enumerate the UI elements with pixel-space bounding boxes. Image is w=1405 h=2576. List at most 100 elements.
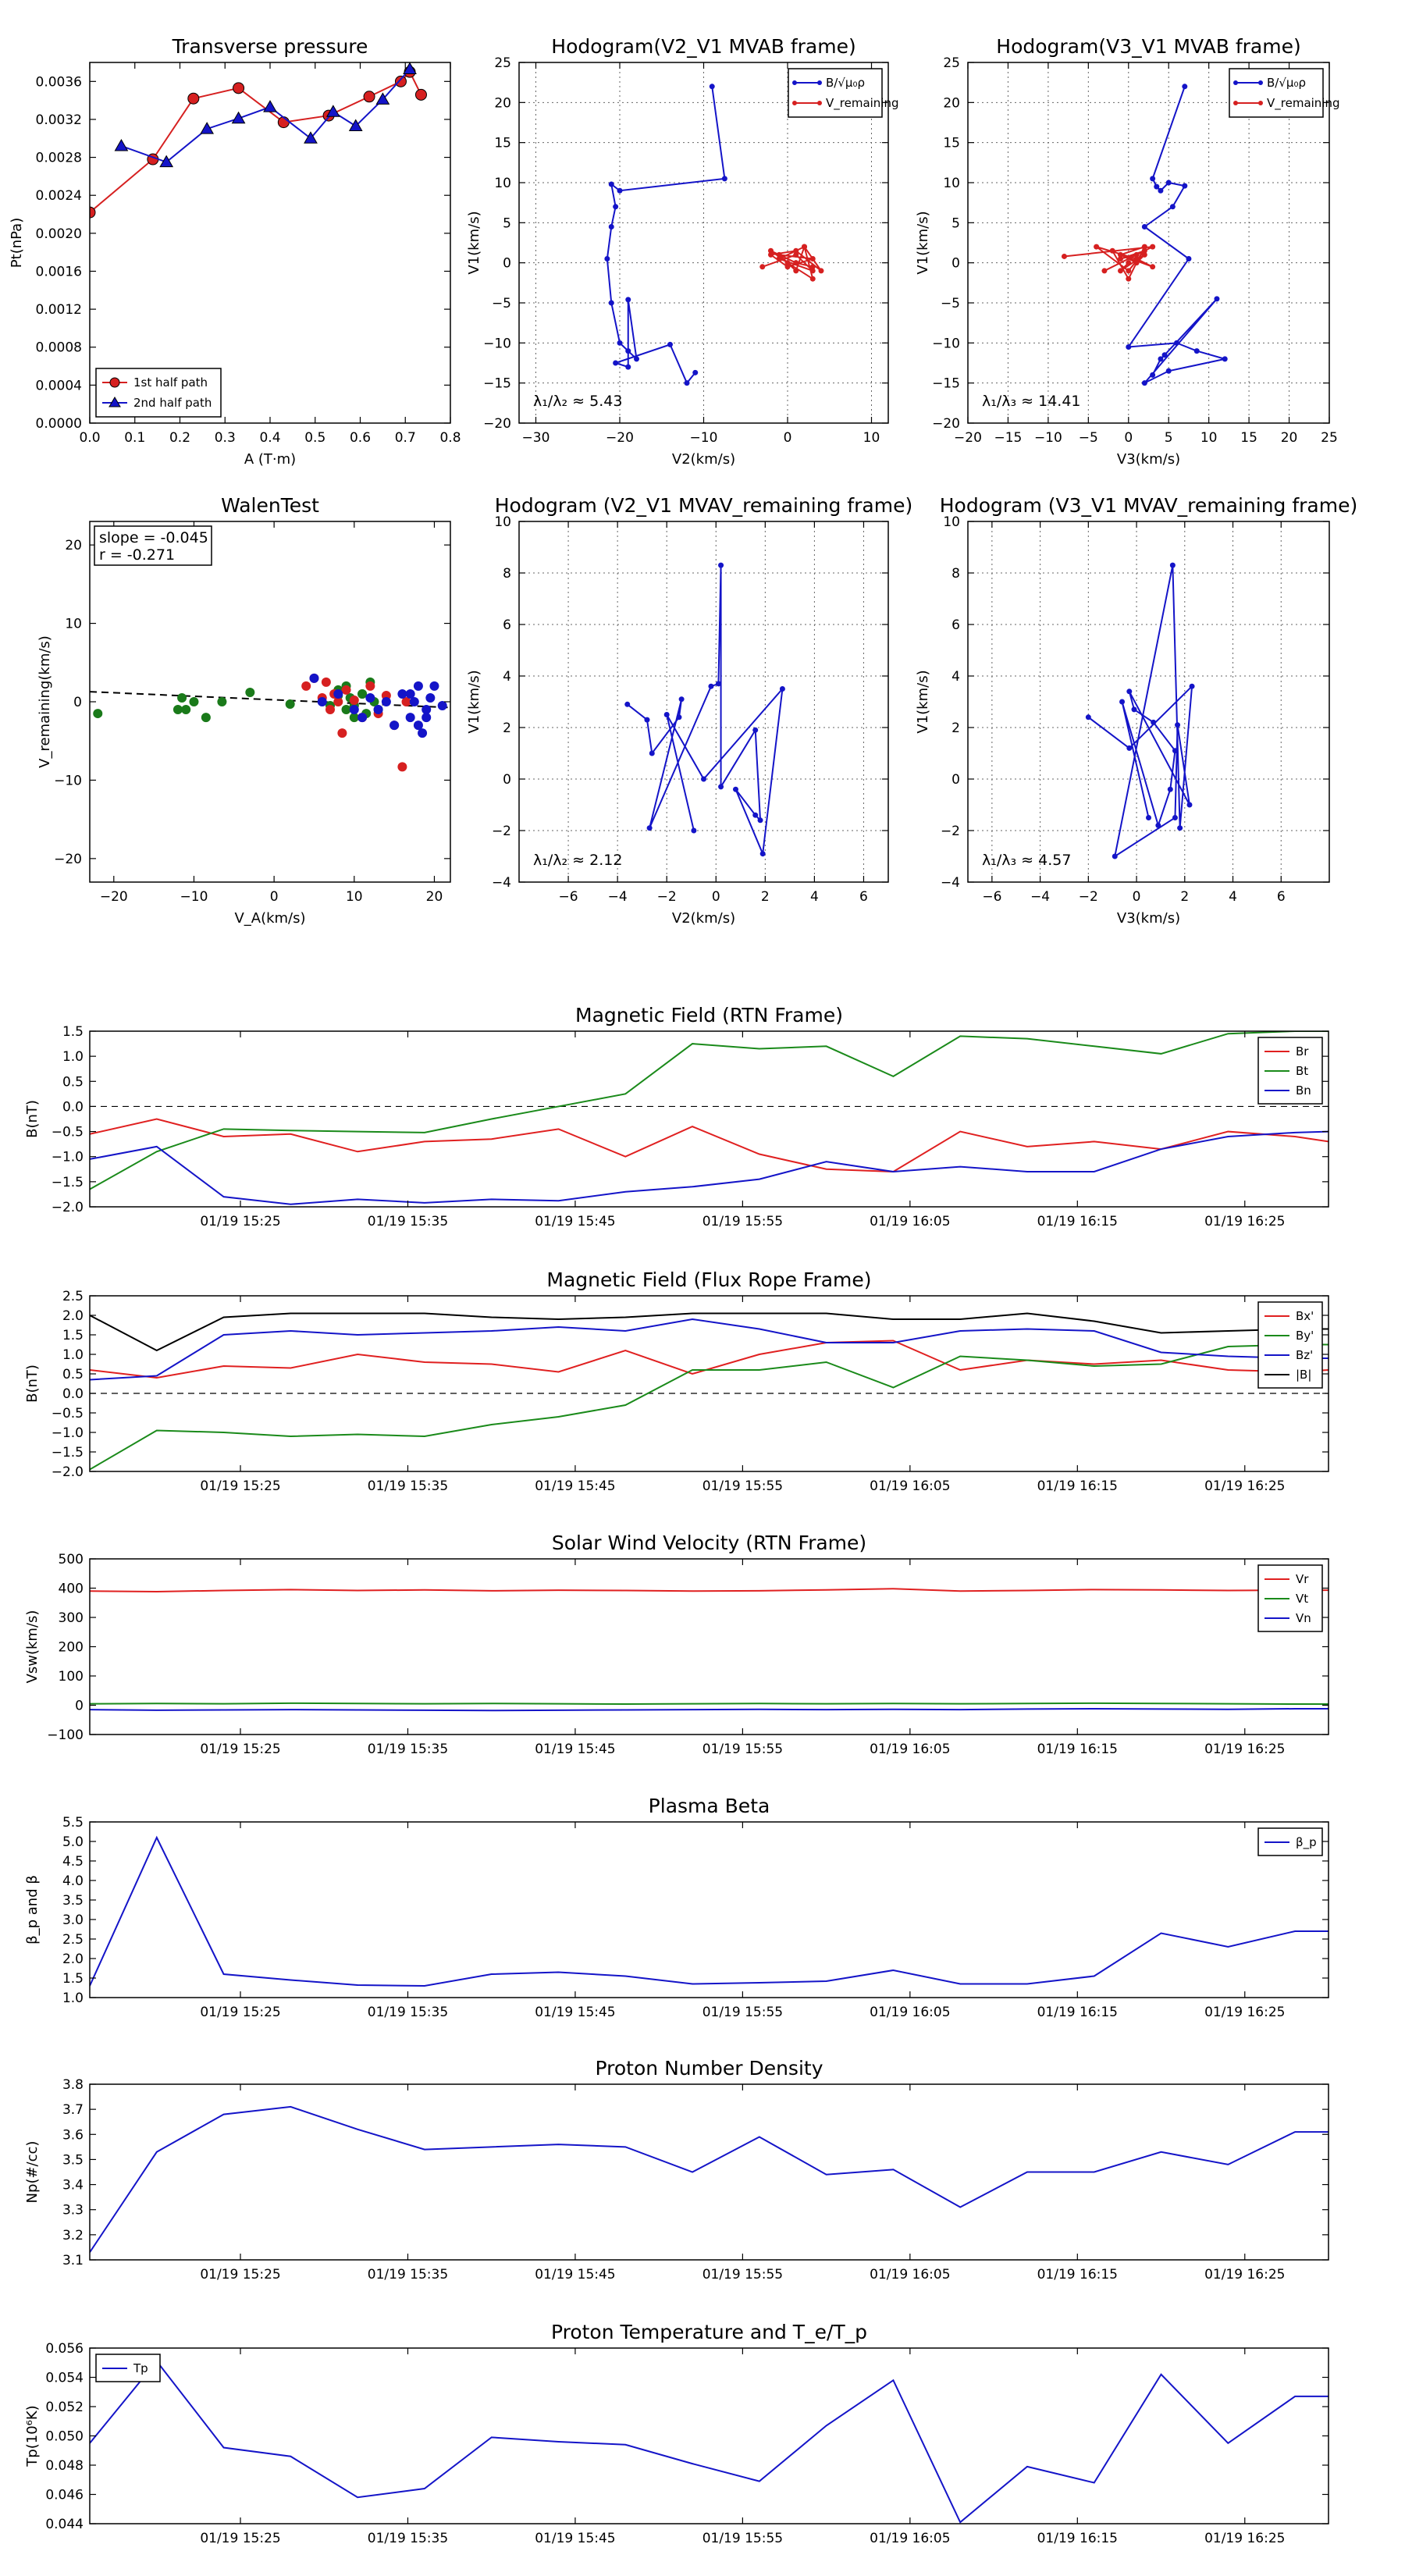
data-point xyxy=(715,681,721,687)
data-point xyxy=(784,264,791,270)
data-point xyxy=(1117,256,1123,262)
axes-frame xyxy=(89,2083,1329,2261)
series-line-Vt xyxy=(90,1702,1329,1706)
data-point xyxy=(793,260,799,266)
y-tick-label: 0 xyxy=(75,1699,84,1714)
x-tick-label: 25 xyxy=(1321,430,1338,446)
chart-title: Hodogram (V3_V1 MVAV_remaining frame) xyxy=(940,494,1358,517)
data-point xyxy=(732,786,738,792)
data-point xyxy=(1061,253,1067,259)
x-tick-label: −30 xyxy=(522,430,550,446)
chart-title: Proton Number Density xyxy=(596,2057,823,2080)
data-point xyxy=(401,697,411,706)
x-tick-label: 01/19 15:45 xyxy=(535,2005,615,2020)
legend-label: Bn xyxy=(1296,1083,1311,1098)
y-tick-label: 15 xyxy=(494,136,511,151)
data-point xyxy=(1119,699,1126,705)
stats-text: r = -0.271 xyxy=(99,546,175,564)
y-tick-label: 0.044 xyxy=(45,2517,84,2532)
data-point xyxy=(776,256,782,262)
y-tick-label: 0.0032 xyxy=(36,112,82,128)
chart-title: WalenTest xyxy=(221,494,319,517)
data-point xyxy=(752,727,759,733)
x-tick-label: 0 xyxy=(784,430,792,446)
data-point xyxy=(333,697,343,706)
y-tick-label: 3.8 xyxy=(62,2077,84,2093)
data-point xyxy=(1101,268,1108,274)
data-point xyxy=(1174,340,1180,346)
data-point xyxy=(349,695,359,705)
data-point xyxy=(1172,815,1178,820)
data-point xyxy=(1112,853,1118,859)
legend-label: Vn xyxy=(1296,1611,1311,1625)
x-tick-label: 0.6 xyxy=(350,430,371,446)
x-tick-label: 10 xyxy=(1200,430,1218,446)
data-point xyxy=(1094,244,1100,250)
data-point xyxy=(678,696,685,703)
x-tick-label: 01/19 16:05 xyxy=(870,2005,950,2020)
data-point xyxy=(1126,276,1132,282)
data-point xyxy=(181,705,191,715)
data-point xyxy=(357,688,368,699)
x-tick-label: 01/19 15:35 xyxy=(368,2005,448,2020)
chart-title: Hodogram(V2_V1 MVAB frame) xyxy=(551,35,855,58)
x-tick-label: −5 xyxy=(1079,430,1098,446)
x-tick-label: 01/19 16:25 xyxy=(1204,1742,1285,1757)
x-tick-label: 01/19 16:15 xyxy=(1037,2005,1118,2020)
data-point xyxy=(1193,348,1200,354)
y-tick-label: −1.0 xyxy=(52,1425,84,1441)
data-point xyxy=(437,701,447,711)
panel-tp: 01/19 15:25 01/19 15:35 01/19 15:45 01/19 1… xyxy=(24,2321,1329,2546)
series-line-0 xyxy=(90,2105,1329,2253)
y-tick-label: 0.0024 xyxy=(36,188,82,204)
data-point xyxy=(173,705,183,715)
legend-marker xyxy=(792,101,797,105)
y-tick-label: 1.5 xyxy=(62,1024,84,1040)
series-0 xyxy=(624,562,785,857)
series-line xyxy=(90,70,422,213)
legend-label: V_remaining xyxy=(1267,96,1340,111)
x-tick-label: 01/19 16:25 xyxy=(1204,2005,1285,2020)
data-point xyxy=(1126,745,1133,751)
axes-frame xyxy=(89,1295,1329,1472)
series-line xyxy=(762,244,822,281)
legend-marker xyxy=(792,80,797,85)
y-tick-label: 25 xyxy=(943,55,960,71)
legend-label: β_p xyxy=(1296,1835,1317,1850)
data-point xyxy=(625,297,631,303)
legend: Tp xyxy=(95,2354,161,2382)
data-point xyxy=(1172,748,1178,754)
y-axis-label: V1(km/s) xyxy=(915,211,931,274)
data-point xyxy=(1155,822,1161,828)
legend-marker xyxy=(817,101,822,105)
y-tick-label: 10 xyxy=(65,617,82,632)
x-tick-label: 01/19 16:05 xyxy=(870,2267,950,2282)
data-point xyxy=(718,562,724,568)
legend-marker xyxy=(108,397,121,407)
data-point xyxy=(1133,256,1140,262)
data-point xyxy=(1169,562,1176,568)
data-point xyxy=(1158,187,1164,194)
legend-box xyxy=(95,2354,161,2382)
x-axis-label: V3(km/s) xyxy=(1117,451,1180,468)
y-tick-label: −1.5 xyxy=(52,1175,84,1190)
x-tick-label: 0 xyxy=(1133,889,1141,905)
y-tick-label: 3.4 xyxy=(62,2178,84,2194)
legend-label: By' xyxy=(1296,1329,1314,1343)
x-tick-label: −20 xyxy=(100,889,128,905)
series-1 xyxy=(759,244,824,282)
series-0 xyxy=(1126,84,1228,386)
x-tick-label: 01/19 15:55 xyxy=(702,1214,783,1229)
series-1 xyxy=(114,62,417,168)
data-point xyxy=(1165,368,1172,374)
y-tick-label: 3.5 xyxy=(62,2152,84,2168)
data-point xyxy=(1146,815,1151,820)
x-tick-label: 0.7 xyxy=(395,430,416,446)
x-tick-label: −4 xyxy=(1030,889,1050,905)
y-tick-label: 0 xyxy=(951,772,960,788)
y-axis-label: Pt(nPa) xyxy=(9,218,25,268)
y-tick-label: 8 xyxy=(503,566,511,582)
fit-line xyxy=(90,691,450,709)
x-tick-label: 20 xyxy=(1281,430,1298,446)
legend-marker xyxy=(1258,80,1263,85)
